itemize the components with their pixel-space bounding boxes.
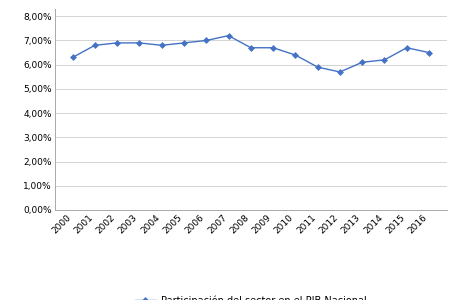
Participación del sector en el PIB Nacional — [381, 58, 386, 62]
Participación del sector en el PIB Nacional — [425, 51, 431, 54]
Participación del sector en el PIB Nacional — [92, 44, 97, 47]
Participación del sector en el PIB Nacional — [292, 53, 298, 57]
Legend: Participación del sector en el PIB Nacional: Participación del sector en el PIB Nacio… — [131, 291, 370, 300]
Participación del sector en el PIB Nacional — [248, 46, 253, 50]
Participación del sector en el PIB Nacional — [336, 70, 342, 74]
Participación del sector en el PIB Nacional — [181, 41, 186, 45]
Participación del sector en el PIB Nacional — [314, 65, 320, 69]
Participación del sector en el PIB Nacional — [203, 39, 208, 42]
Line: Participación del sector en el PIB Nacional: Participación del sector en el PIB Nacio… — [71, 34, 430, 74]
Participación del sector en el PIB Nacional — [359, 61, 364, 64]
Participación del sector en el PIB Nacional — [270, 46, 275, 50]
Participación del sector en el PIB Nacional — [403, 46, 409, 50]
Participación del sector en el PIB Nacional — [159, 44, 164, 47]
Participación del sector en el PIB Nacional — [225, 34, 231, 38]
Participación del sector en el PIB Nacional — [70, 56, 75, 59]
Participación del sector en el PIB Nacional — [136, 41, 142, 45]
Participación del sector en el PIB Nacional — [114, 41, 120, 45]
